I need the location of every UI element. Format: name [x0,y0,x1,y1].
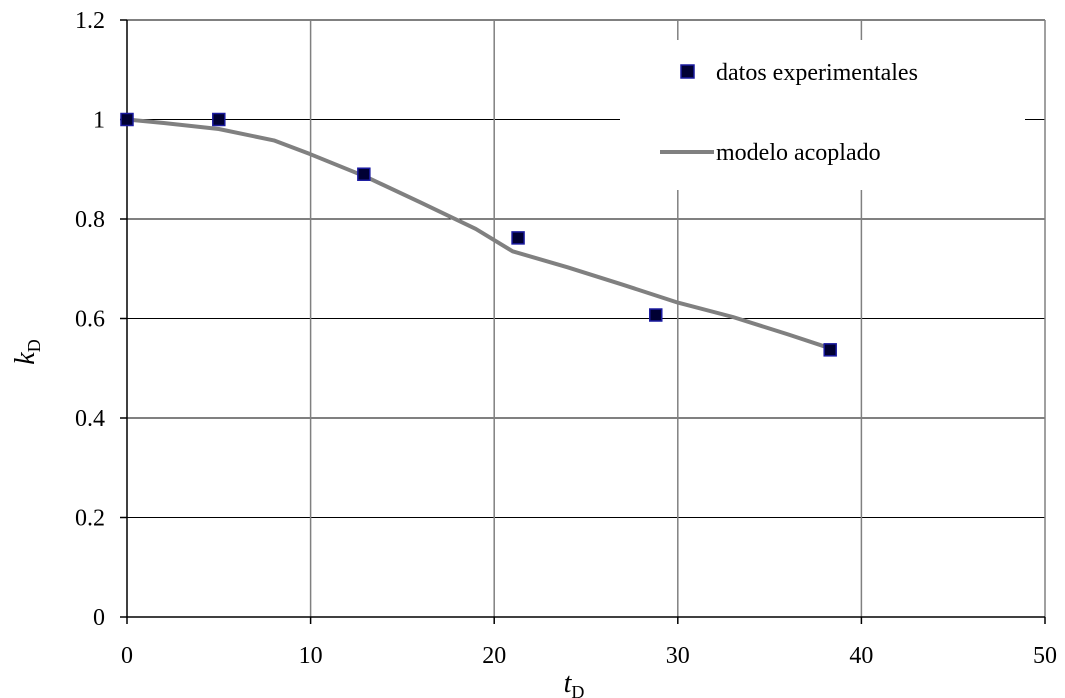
legend-marker-datos-experimentales [680,64,695,79]
data-point-0 [120,112,134,127]
tick-labels: 0 0.2 0.4 0.6 0.8 1 1.2 0 10 20 30 40 50 [75,8,1057,669]
y-tick-label-0: 0 [93,605,105,631]
data-point-5 [823,343,837,357]
x-axis-title-main: t [564,668,573,698]
x-axis-title-sub: D [571,682,584,698]
data-point-1 [212,112,226,127]
data-point-2 [357,167,371,181]
legend: datos experimentales modelo acoplado [620,40,1025,190]
x-tick-label-0: 0 [121,643,133,669]
grid [127,19,1046,617]
y-tick-label-1: 0.2 [75,506,105,532]
legend-label-modelo-acoplado: modelo acoplado [716,140,881,166]
series-line-modelo-acoplado [126,117,831,351]
y-axis-title-main: k [10,352,41,365]
x-tick-label-4: 40 [849,643,873,669]
plot-area [120,112,837,357]
x-axis-title: tD [564,668,585,698]
x-tick-label-3: 30 [666,643,690,669]
data-point-4 [649,308,663,322]
y-tick-label-2: 0.4 [75,406,105,432]
x-tick-label-5: 50 [1033,643,1057,669]
x-tick-label-1: 10 [299,643,323,669]
legend-label-datos-experimentales: datos experimentales [716,60,918,86]
y-tick-label-3: 0.6 [75,307,105,333]
y-tick-label-6: 1.2 [75,8,105,34]
y-tick-label-5: 1 [93,108,105,134]
x-tick-label-2: 20 [482,643,506,669]
y-axis-title: kD [10,339,44,364]
y-axis-title-sub: D [24,339,44,352]
data-point-3 [511,231,525,245]
y-tick-label-4: 0.8 [75,207,105,233]
